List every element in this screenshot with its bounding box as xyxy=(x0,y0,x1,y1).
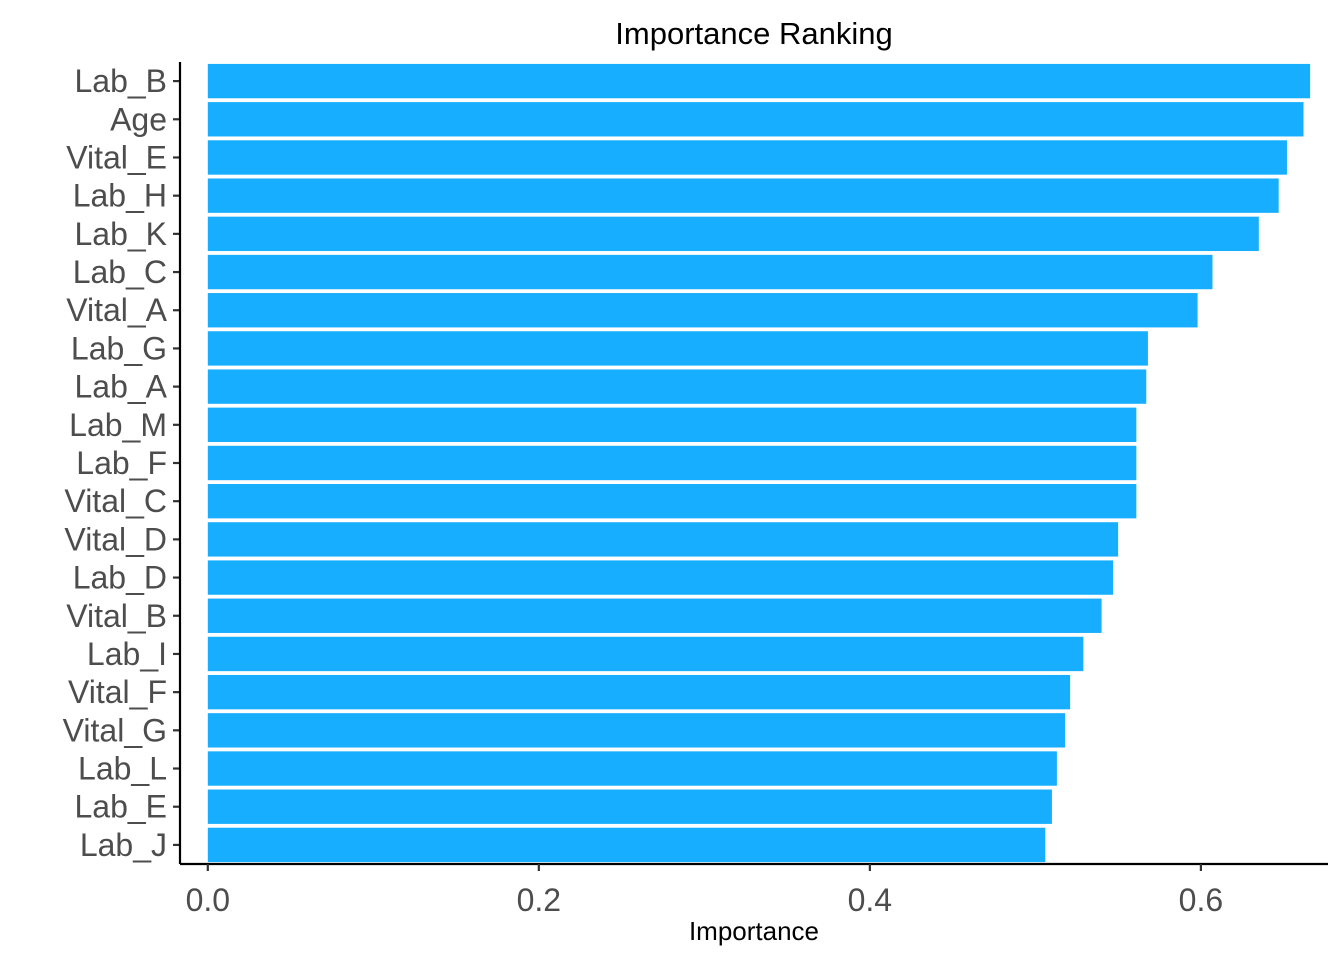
bar-lab-l xyxy=(207,751,1057,786)
y-tick-label: Lab_E xyxy=(74,789,167,825)
y-tick-label: Vital_G xyxy=(63,712,167,748)
x-tick-label: 0.4 xyxy=(848,882,892,918)
y-tick-label: Lab_K xyxy=(74,216,167,252)
y-tick-label: Lab_F xyxy=(76,445,167,481)
y-tick-label: Lab_C xyxy=(73,254,167,290)
y-tick-label: Lab_L xyxy=(78,751,167,787)
y-axis: Lab_BAgeVital_ELab_HLab_KLab_CVital_ALab… xyxy=(63,62,182,864)
bar-lab-b xyxy=(207,63,1311,99)
x-axis-title: Importance xyxy=(689,916,819,946)
bar-lab-c xyxy=(207,254,1213,290)
y-tick-label: Lab_H xyxy=(73,178,167,214)
y-tick-label: Lab_D xyxy=(73,560,167,596)
chart-title: Importance Ranking xyxy=(615,16,892,51)
x-axis: 0.0 0.2 0.4 0.6 xyxy=(180,862,1328,918)
y-tick-label: Vital_D xyxy=(64,521,167,557)
bar-vital-d xyxy=(207,522,1119,557)
y-tick-label: Lab_I xyxy=(87,636,167,672)
y-tick-label: Age xyxy=(110,101,167,137)
y-tick-label: Lab_B xyxy=(74,63,167,99)
x-tick-label: 0.2 xyxy=(517,882,561,918)
y-tick-label: Vital_B xyxy=(66,598,167,634)
bar-lab-j xyxy=(207,827,1046,863)
bar-lab-a xyxy=(207,369,1147,404)
y-tick-label: Vital_C xyxy=(64,483,167,519)
bar-vital-f xyxy=(207,674,1071,710)
bar-lab-f xyxy=(207,445,1137,481)
bar-vital-e xyxy=(207,140,1287,175)
y-tick-label: Vital_A xyxy=(66,292,167,328)
y-tick-label: Lab_A xyxy=(74,369,167,405)
bar-lab-e xyxy=(207,789,1052,824)
x-tick-label: 0.0 xyxy=(186,882,230,918)
bar-vital-c xyxy=(207,484,1137,519)
bar-lab-k xyxy=(207,216,1259,252)
bar-age xyxy=(207,102,1304,137)
x-tick-label: 0.6 xyxy=(1179,882,1223,918)
bar-vital-b xyxy=(207,598,1102,633)
y-tick-label: Lab_J xyxy=(80,827,167,863)
bar-vital-g xyxy=(207,713,1066,748)
bar-lab-d xyxy=(207,560,1114,595)
bar-lab-g xyxy=(207,331,1148,366)
bar-lab-h xyxy=(207,178,1279,213)
bar-lab-m xyxy=(207,407,1137,442)
y-tick-label: Lab_M xyxy=(69,407,167,443)
y-tick-label: Vital_E xyxy=(66,139,167,175)
y-tick-label: Lab_G xyxy=(71,330,167,366)
bar-vital-a xyxy=(207,293,1198,328)
y-tick-label: Vital_F xyxy=(68,674,167,710)
bars-group xyxy=(207,63,1311,863)
bar-lab-i xyxy=(207,636,1084,672)
